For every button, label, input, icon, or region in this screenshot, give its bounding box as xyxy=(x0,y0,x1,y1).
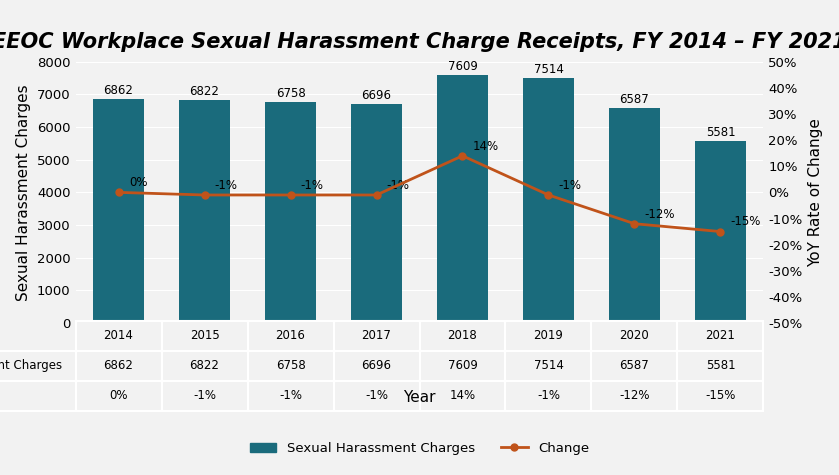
Text: Year: Year xyxy=(404,390,435,406)
Bar xyxy=(264,102,316,323)
Y-axis label: YoY Rate of Change: YoY Rate of Change xyxy=(808,118,823,267)
Text: 6696: 6696 xyxy=(362,89,392,103)
Text: -1%: -1% xyxy=(215,179,237,192)
Text: 0%: 0% xyxy=(129,176,148,189)
Text: -12%: -12% xyxy=(645,208,675,220)
Text: 6862: 6862 xyxy=(103,84,133,97)
Y-axis label: Sexual Harassment Charges: Sexual Harassment Charges xyxy=(17,84,32,301)
Text: 14%: 14% xyxy=(473,140,499,152)
Bar xyxy=(608,108,660,323)
Text: -1%: -1% xyxy=(301,179,324,192)
Bar xyxy=(92,99,144,323)
Bar xyxy=(695,141,746,323)
Text: 7514: 7514 xyxy=(534,63,564,76)
Text: 5581: 5581 xyxy=(706,126,735,139)
Text: -15%: -15% xyxy=(731,216,761,228)
Text: 6822: 6822 xyxy=(190,85,220,98)
Text: -1%: -1% xyxy=(387,179,409,192)
Bar xyxy=(523,77,574,323)
Text: 7609: 7609 xyxy=(447,59,477,73)
Bar xyxy=(436,75,488,323)
Text: 6758: 6758 xyxy=(276,87,305,100)
Title: EEOC Workplace Sexual Harassment Charge Receipts, FY 2014 – FY 2021: EEOC Workplace Sexual Harassment Charge … xyxy=(0,32,839,52)
Text: 6587: 6587 xyxy=(620,93,649,106)
Bar xyxy=(351,104,403,323)
Legend: Sexual Harassment Charges, Change: Sexual Harassment Charges, Change xyxy=(244,437,595,460)
Bar xyxy=(179,100,230,323)
Text: -1%: -1% xyxy=(559,179,581,192)
